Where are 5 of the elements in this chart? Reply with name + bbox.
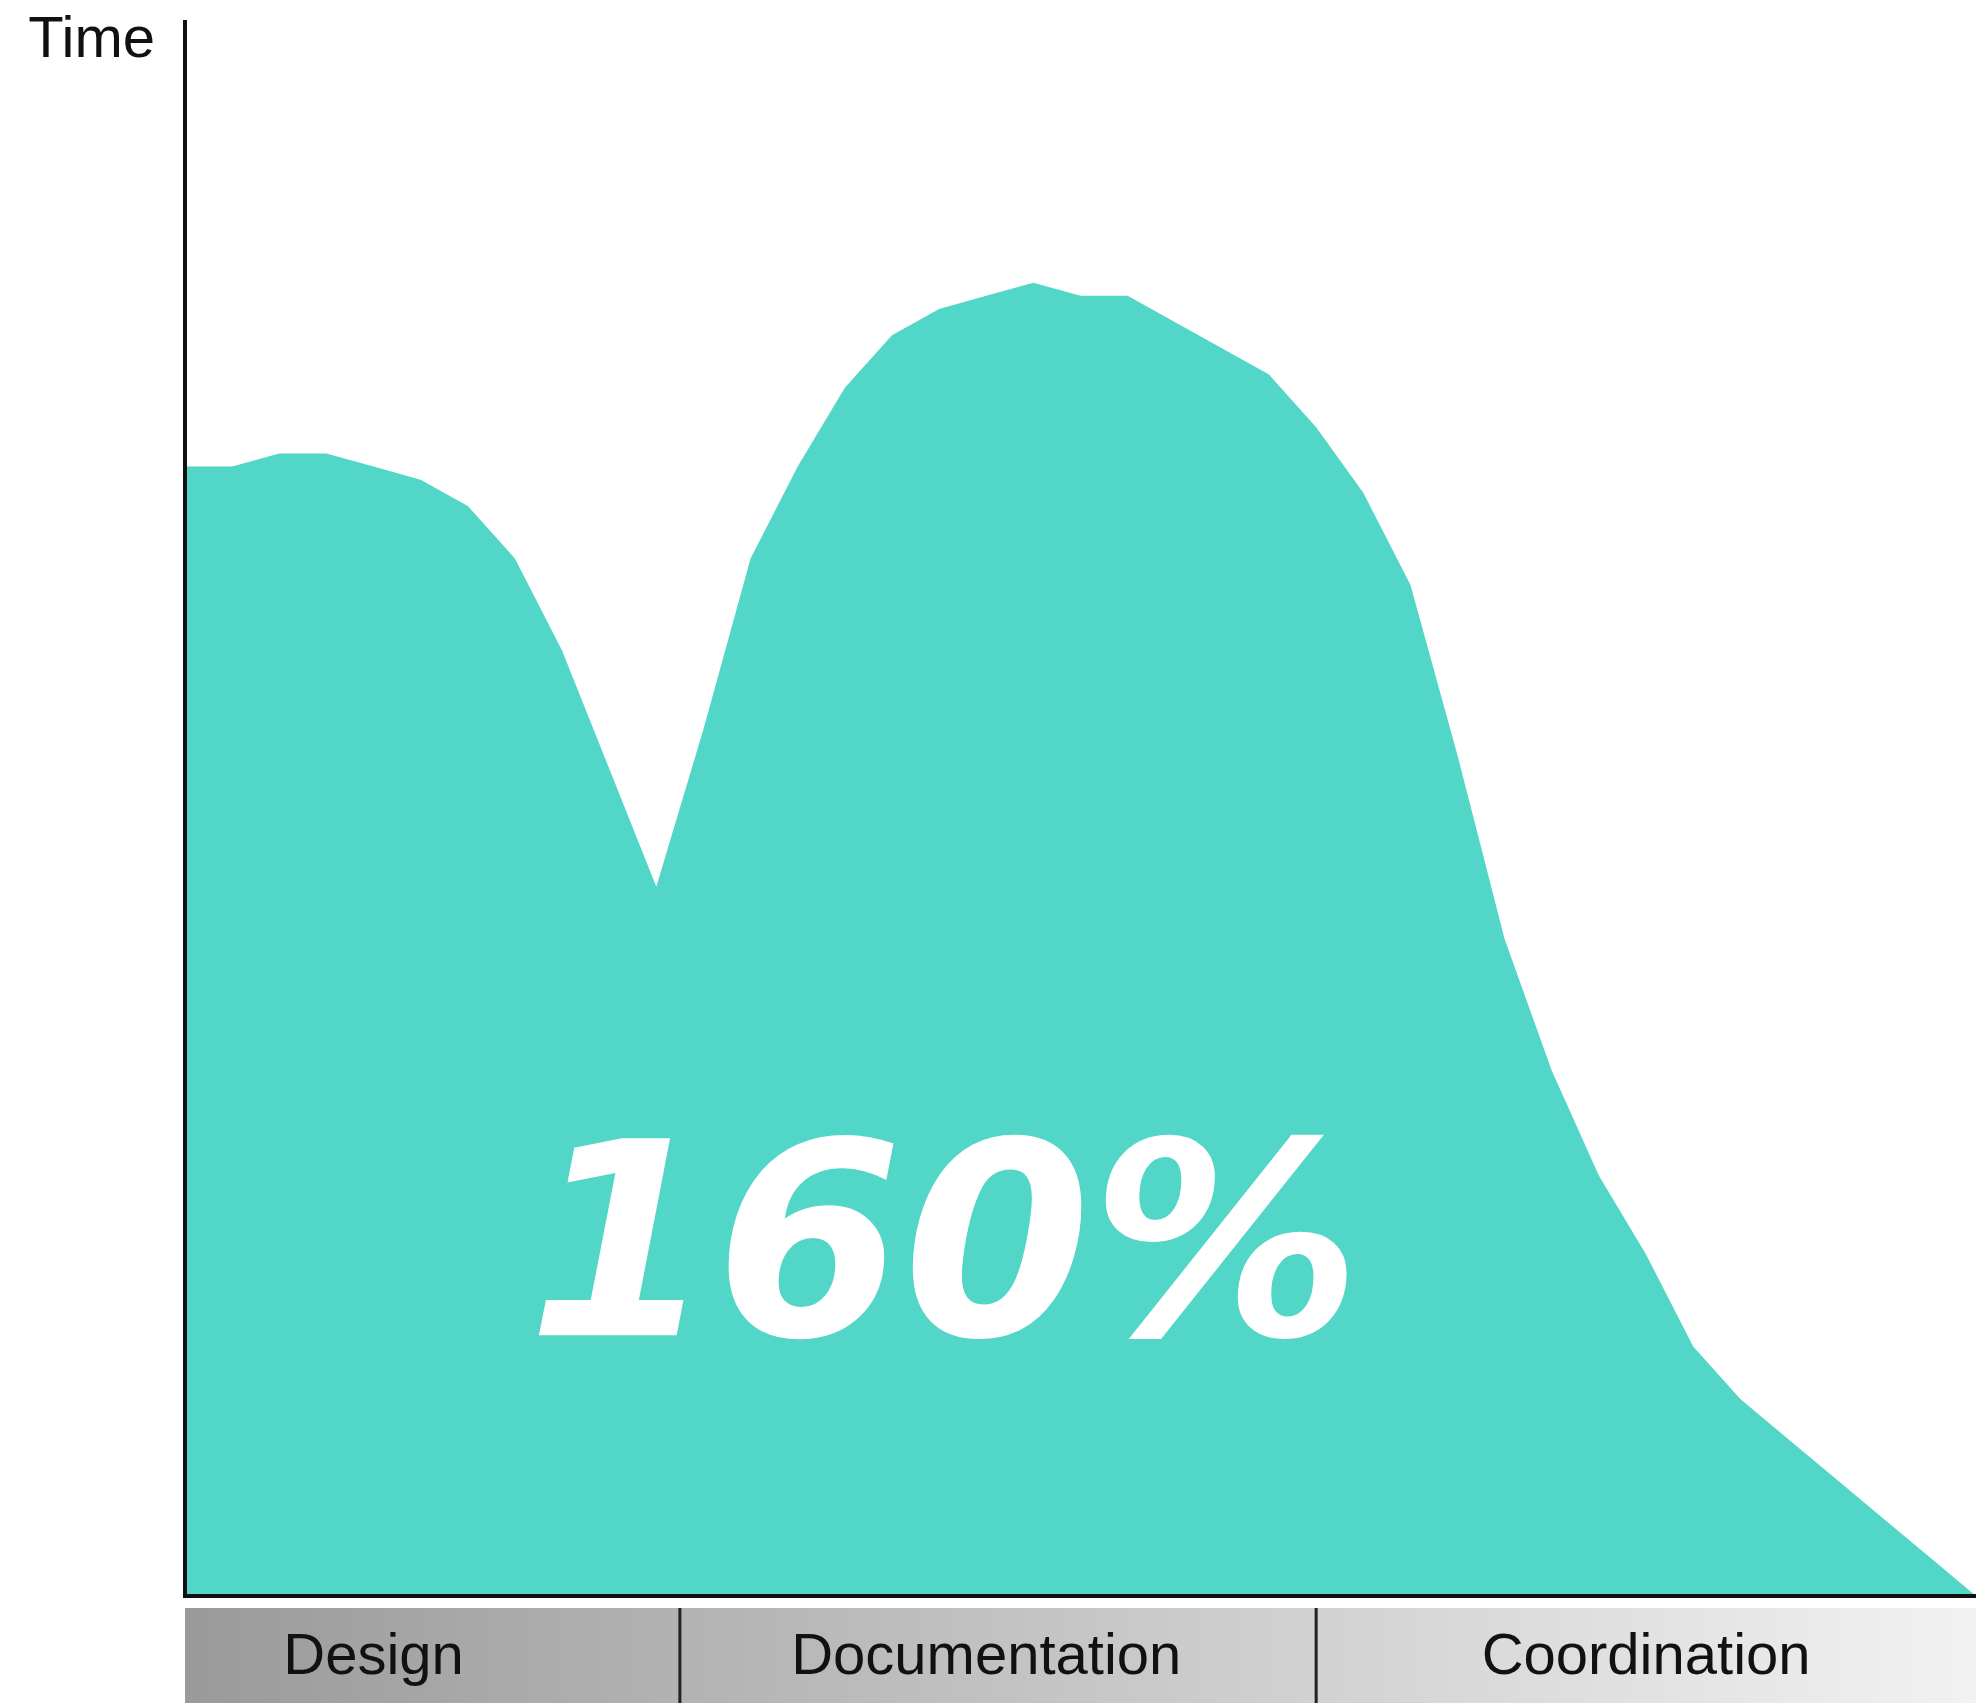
y-axis-title: Time — [28, 4, 155, 69]
x-tick-label: Coordination — [1481, 1621, 1811, 1686]
x-tick-label: Documentation — [791, 1621, 1182, 1686]
annotation: 160% — [527, 1084, 1362, 1400]
x-tick-label: Design — [283, 1621, 464, 1686]
